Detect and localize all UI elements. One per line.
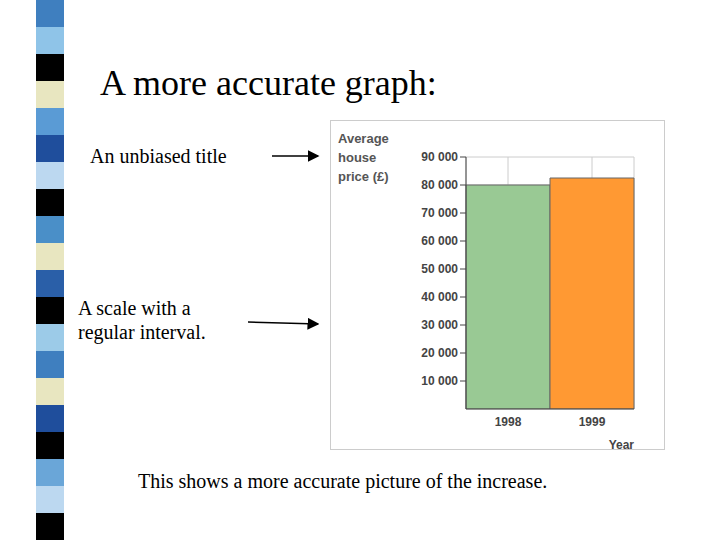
svg-text:50 000: 50 000	[421, 262, 458, 276]
html-text:A scale with a regular interva: A scale with a regular interval.	[78, 297, 206, 343]
svg-text:60 000: 60 000	[421, 234, 458, 248]
svg-text:80 000: 80 000	[421, 178, 458, 192]
html-text:A more accurate graph:: A more accurate graph:	[100, 63, 437, 103]
svg-text:30 000: 30 000	[421, 318, 458, 332]
html-text:This shows a more accurate pic: This shows a more accurate picture of th…	[138, 470, 548, 492]
svg-text:90 000: 90 000	[421, 150, 458, 164]
svg-text:Year: Year	[609, 438, 635, 449]
svg-text:1998: 1998	[495, 415, 522, 429]
html-text:Average house price (£): Average house price (£)	[338, 131, 389, 184]
svg-text:10 000: 10 000	[421, 374, 458, 388]
svg-text:70 000: 70 000	[421, 206, 458, 220]
html-text:An unbiased title: An unbiased title	[90, 145, 227, 167]
svg-text:40 000: 40 000	[421, 290, 458, 304]
svg-text:20 000: 20 000	[421, 346, 458, 360]
svg-text:1999: 1999	[579, 415, 606, 429]
